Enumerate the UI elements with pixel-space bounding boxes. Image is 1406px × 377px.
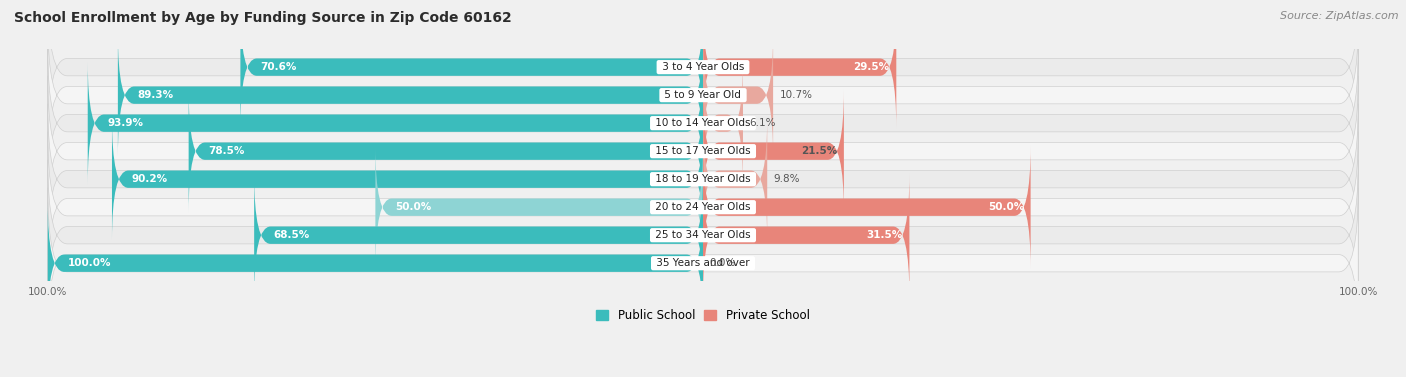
FancyBboxPatch shape [703, 146, 1031, 268]
Text: 89.3%: 89.3% [138, 90, 174, 100]
Text: 100.0%: 100.0% [67, 258, 111, 268]
Text: 10.7%: 10.7% [780, 90, 813, 100]
Text: 5 to 9 Year Old: 5 to 9 Year Old [661, 90, 745, 100]
FancyBboxPatch shape [703, 34, 773, 156]
Text: 21.5%: 21.5% [801, 146, 838, 156]
Text: 18 to 19 Year Olds: 18 to 19 Year Olds [652, 174, 754, 184]
Text: 31.5%: 31.5% [866, 230, 903, 240]
Text: 50.0%: 50.0% [395, 202, 432, 212]
FancyBboxPatch shape [48, 20, 1358, 170]
Text: 29.5%: 29.5% [853, 62, 890, 72]
Text: 3 to 4 Year Olds: 3 to 4 Year Olds [658, 62, 748, 72]
Text: 68.5%: 68.5% [274, 230, 311, 240]
Text: 15 to 17 Year Olds: 15 to 17 Year Olds [652, 146, 754, 156]
Text: 9.8%: 9.8% [773, 174, 800, 184]
FancyBboxPatch shape [48, 160, 1358, 311]
Text: 78.5%: 78.5% [208, 146, 245, 156]
Text: 93.9%: 93.9% [107, 118, 143, 128]
FancyBboxPatch shape [703, 118, 768, 241]
FancyBboxPatch shape [48, 48, 1358, 199]
Text: 10 to 14 Year Olds: 10 to 14 Year Olds [652, 118, 754, 128]
Text: 70.6%: 70.6% [260, 62, 297, 72]
FancyBboxPatch shape [240, 6, 703, 129]
Text: 6.1%: 6.1% [749, 118, 776, 128]
FancyBboxPatch shape [188, 90, 703, 213]
FancyBboxPatch shape [48, 0, 1358, 143]
Text: 0.0%: 0.0% [710, 258, 735, 268]
FancyBboxPatch shape [254, 174, 703, 297]
FancyBboxPatch shape [703, 6, 896, 129]
FancyBboxPatch shape [703, 174, 910, 297]
FancyBboxPatch shape [375, 146, 703, 268]
Text: 90.2%: 90.2% [132, 174, 167, 184]
FancyBboxPatch shape [48, 202, 703, 325]
FancyBboxPatch shape [48, 104, 1358, 254]
Text: 50.0%: 50.0% [988, 202, 1024, 212]
FancyBboxPatch shape [48, 132, 1358, 282]
Text: Source: ZipAtlas.com: Source: ZipAtlas.com [1281, 11, 1399, 21]
FancyBboxPatch shape [112, 118, 703, 241]
FancyBboxPatch shape [118, 34, 703, 156]
FancyBboxPatch shape [703, 62, 742, 184]
Text: 20 to 24 Year Olds: 20 to 24 Year Olds [652, 202, 754, 212]
FancyBboxPatch shape [48, 76, 1358, 227]
Text: 25 to 34 Year Olds: 25 to 34 Year Olds [652, 230, 754, 240]
FancyBboxPatch shape [703, 90, 844, 213]
FancyBboxPatch shape [87, 62, 703, 184]
Text: 35 Years and over: 35 Years and over [652, 258, 754, 268]
Text: School Enrollment by Age by Funding Source in Zip Code 60162: School Enrollment by Age by Funding Sour… [14, 11, 512, 25]
FancyBboxPatch shape [48, 188, 1358, 339]
Legend: Public School, Private School: Public School, Private School [592, 304, 814, 326]
